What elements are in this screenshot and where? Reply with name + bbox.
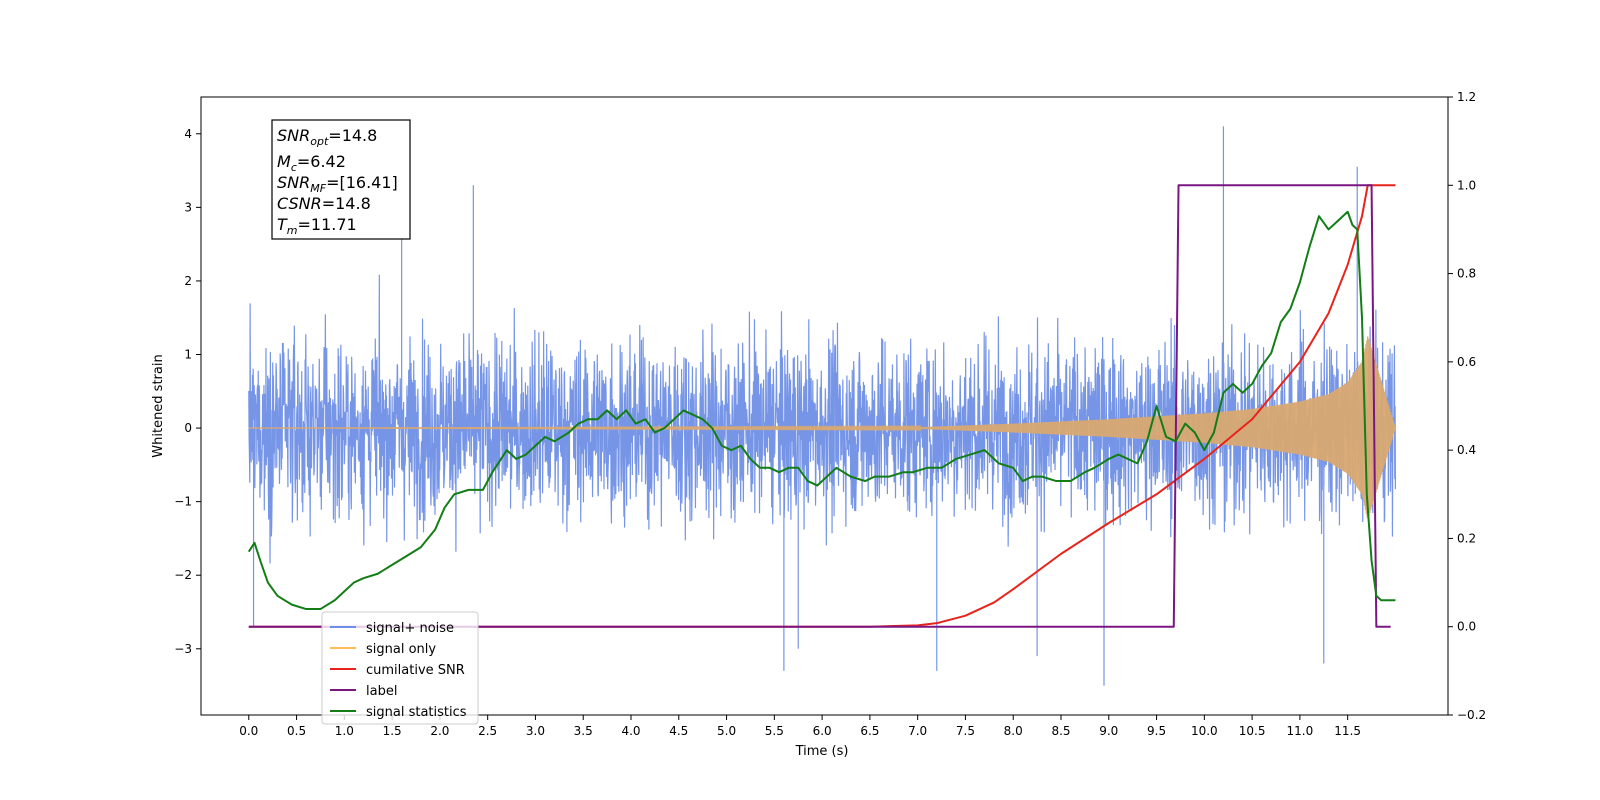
- x-tick-label: 4.0: [621, 724, 640, 738]
- x-tick-label: 8.0: [1004, 724, 1023, 738]
- y-axis-right: −0.2 0.0 0.2 0.4 0.6 0.8 1.0 1.2: [1448, 90, 1486, 722]
- info-snr-opt-sub: opt: [310, 135, 329, 148]
- x-tick-label: 11.0: [1287, 724, 1314, 738]
- legend-label: cumilative SNR: [366, 663, 465, 678]
- series-label: [248, 184, 1391, 628]
- x-tick-label: 3.0: [526, 724, 545, 738]
- y-right-tick-label: 1.0: [1457, 178, 1476, 192]
- legend-frame: [321, 611, 479, 725]
- x-tick-label: 5.5: [765, 724, 784, 738]
- series-signal-only: [248, 336, 1397, 519]
- x-axis-title: Time (s): [795, 744, 849, 759]
- info-box-frame: [271, 119, 411, 240]
- legend-label: signal statistics: [366, 705, 467, 720]
- x-tick-label: 1.5: [383, 724, 402, 738]
- x-tick-label: 10.5: [1239, 724, 1266, 738]
- y-right-tick-label: −0.2: [1457, 708, 1486, 722]
- info-snr-mf-value: =[16.41]: [326, 173, 398, 192]
- legend-entries: signal+ noise signal only cumilative SNR la…: [330, 621, 467, 720]
- info-tm: Tm=11.71: [277, 215, 357, 237]
- x-tick-label: 4.5: [669, 724, 688, 738]
- legend-label: signal only: [366, 642, 436, 657]
- series-layer: [247, 126, 1397, 686]
- y-tick-label: 4: [184, 127, 192, 141]
- y-tick-label: 1: [184, 348, 192, 362]
- x-tick-label: 11.5: [1334, 724, 1361, 738]
- y-tick-label: 2: [184, 274, 192, 288]
- x-tick-label: 2.5: [478, 724, 497, 738]
- x-tick-label: 1.0: [335, 724, 354, 738]
- info-mc-main: M: [277, 152, 291, 171]
- info-tm-value: =11.71: [298, 215, 357, 234]
- y-right-tick-label: 0.4: [1457, 443, 1476, 457]
- legend-label: label: [366, 684, 397, 699]
- info-mc: Mc=6.42: [277, 152, 346, 174]
- info-snr-opt-main: SNR: [277, 126, 310, 145]
- series-signal-statistics: [247, 210, 1396, 611]
- y-right-tick-label: 0.8: [1457, 267, 1476, 281]
- info-csnr: CSNR=14.8: [277, 194, 371, 213]
- y-axis-left: −3 −2 −1 0 1 2 3 4: [174, 127, 201, 656]
- x-tick-label: 0.5: [287, 724, 306, 738]
- x-tick-label: 5.0: [717, 724, 736, 738]
- info-box: SNRopt=14.8 Mc=6.42 SNRMF=[16.41] CSNR=1…: [271, 119, 411, 240]
- y-axis-title: Whitened strain: [151, 354, 166, 457]
- y-right-tick-label: 0.6: [1457, 355, 1476, 369]
- legend-label: signal+ noise: [366, 621, 454, 636]
- info-mc-value: =6.42: [297, 152, 346, 171]
- info-snr-opt: SNRopt=14.8: [277, 126, 377, 148]
- info-csnr-main: CSNR: [277, 194, 322, 213]
- x-tick-label: 7.5: [956, 724, 975, 738]
- y-tick-label: −2: [174, 568, 192, 582]
- y-right-tick-label: 1.2: [1457, 90, 1476, 104]
- x-tick-label: 9.0: [1099, 724, 1118, 738]
- plot-frame: [200, 96, 1449, 716]
- y-tick-label: 0: [184, 421, 192, 435]
- legend: signal+ noise signal only cumilative SNR la…: [321, 611, 479, 725]
- info-tm-sub: m: [287, 224, 298, 237]
- info-mc-sub: c: [291, 161, 297, 174]
- info-snr-mf-main: SNR: [277, 173, 310, 192]
- y-right-tick-label: 0.2: [1457, 531, 1476, 545]
- y-tick-label: 3: [184, 200, 192, 214]
- x-tick-label: 8.5: [1051, 724, 1070, 738]
- x-tick-label: 0.0: [239, 724, 258, 738]
- y-tick-label: −3: [174, 642, 192, 656]
- info-snr-mf: SNRMF=[16.41]: [277, 173, 398, 195]
- x-tick-label: 7.0: [908, 724, 927, 738]
- y-tick-label: −1: [174, 495, 192, 509]
- x-tick-label: 6.5: [860, 724, 879, 738]
- x-tick-label: 10.0: [1191, 724, 1218, 738]
- info-snr-mf-sub: MF: [310, 182, 326, 195]
- series-cumulative-snr: [248, 184, 1396, 628]
- x-tick-label: 2.0: [430, 724, 449, 738]
- series-signal-noise: [248, 126, 1397, 686]
- x-axis: 0.0 0.5 1.0 1.5 2.0 2.5 3.0 3.5 4.0 4.5 5.0 5.5 6.0 6…: [239, 715, 1361, 738]
- x-tick-label: 6.0: [813, 724, 832, 738]
- x-tick-label: 9.5: [1147, 724, 1166, 738]
- info-csnr-value: =14.8: [322, 194, 371, 213]
- y-right-tick-label: 0.0: [1457, 620, 1476, 634]
- info-tm-main: T: [277, 215, 288, 234]
- info-snr-opt-value: =14.8: [328, 126, 377, 145]
- x-tick-label: 3.5: [574, 724, 593, 738]
